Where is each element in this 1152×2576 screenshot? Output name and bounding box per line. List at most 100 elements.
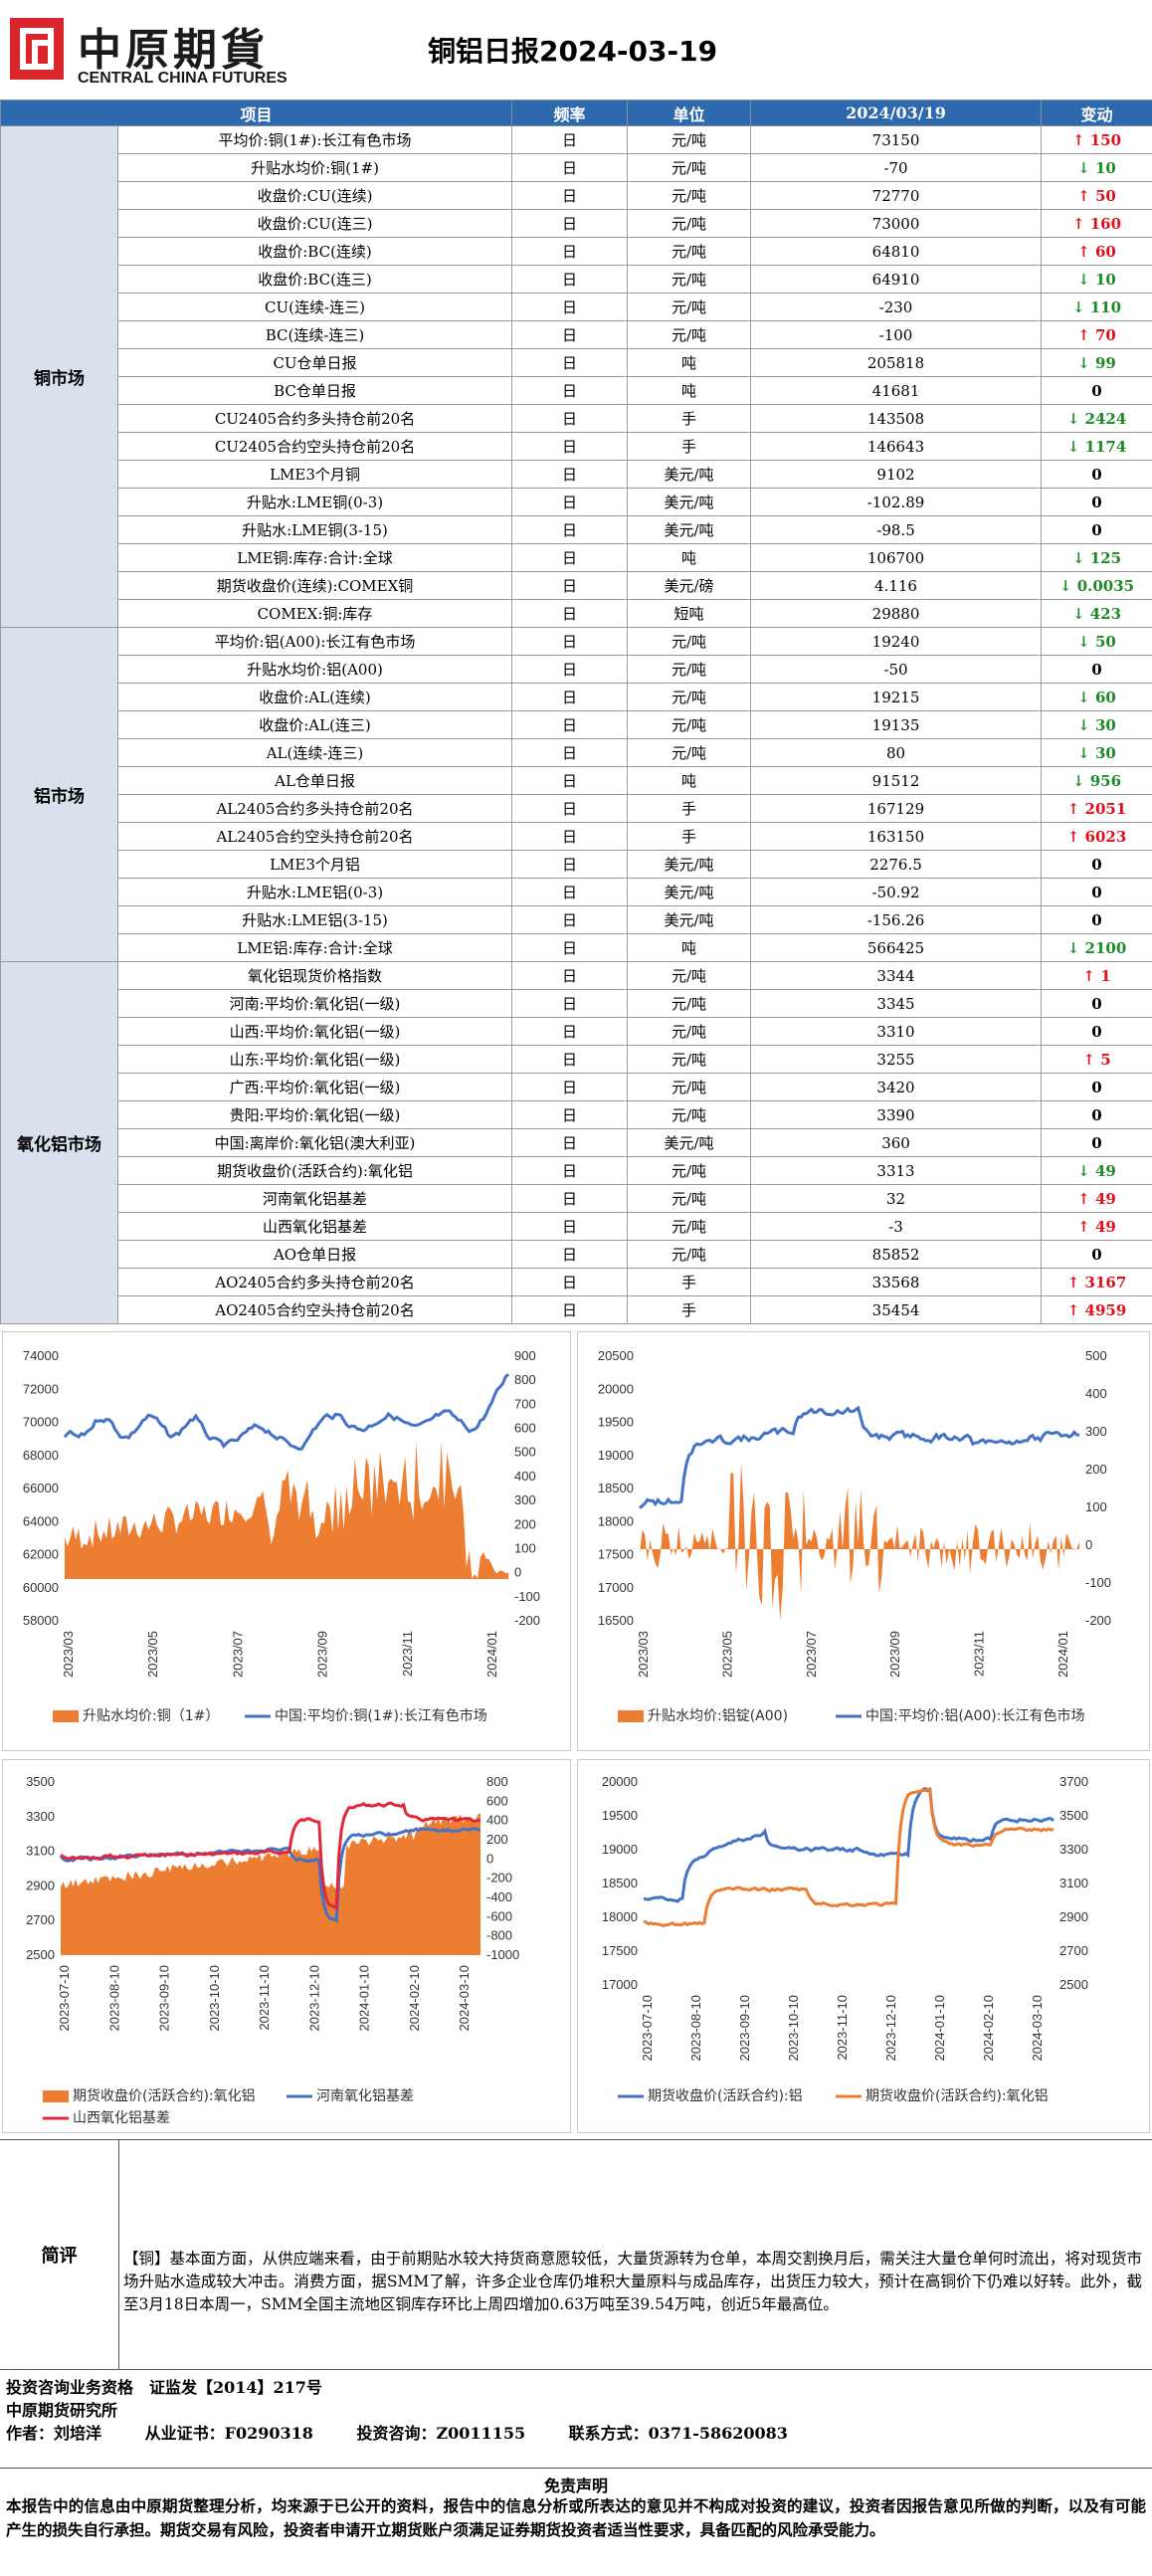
row-change: ↑ 3167 xyxy=(1041,1268,1152,1296)
row-change: ↓ 0.0035 xyxy=(1041,571,1152,600)
aluminium-price-line xyxy=(639,1405,1080,1509)
henan-basis-line xyxy=(59,1827,481,1923)
column-header-unit: 单位 xyxy=(627,99,752,126)
x-axis-tick: 2023/09 xyxy=(887,1631,902,1678)
right-axis-tick: 500 xyxy=(514,1445,536,1460)
table-row: 收盘价:BC(连续) 日元/吨 64810 ↑ 60 xyxy=(1,237,1152,266)
row-change-value: 3167 xyxy=(1084,1273,1127,1291)
arrow-down-icon: ↓ xyxy=(1058,576,1077,595)
arrow-down-icon: ↓ xyxy=(1077,688,1095,706)
row-value: 3310 xyxy=(750,1017,1043,1046)
row-item-name: 收盘价:AL(连续) xyxy=(116,683,513,711)
table-row: AL2405合约多头持仓前20名日手 167129 ↑ 2051 xyxy=(1,794,1152,823)
left-axis-tick: 19000 xyxy=(598,1448,634,1463)
row-unit: 吨 xyxy=(627,376,752,405)
right-axis-tick: 200 xyxy=(1085,1462,1107,1477)
arrow-up-icon: ↑ xyxy=(1077,325,1095,344)
row-value: 143508 xyxy=(750,404,1043,433)
row-value: 9102 xyxy=(750,460,1043,489)
legend-entry: 河南氧化铝基差 xyxy=(287,2087,414,2104)
section-label: 铜市场 xyxy=(0,125,118,628)
row-frequency: 日 xyxy=(511,627,629,656)
table-row: CU2405合约多头持仓前20名日手 143508 ↓ 2424 xyxy=(1,404,1152,433)
row-change-value: 60 xyxy=(1094,242,1116,261)
table-body: 铜市场 平均价:铜(1#):长江有色市场日元/吨 73150 ↑ 150 升贴水均价:铜… xyxy=(0,125,1152,1324)
column-header-item: 项目 xyxy=(0,99,513,126)
row-change-value: 0 xyxy=(1091,1133,1102,1152)
x-axis-tick: 2023-10-10 xyxy=(786,1995,801,2062)
row-unit: 吨 xyxy=(627,543,752,572)
row-change: ↓ 2100 xyxy=(1041,933,1152,962)
left-axis-tick: 20000 xyxy=(598,1381,634,1396)
legend-entry: 升贴水均价:铝锭(A00) xyxy=(618,1708,788,1724)
right-axis-tick: 100 xyxy=(514,1540,536,1555)
row-change: 0 xyxy=(1041,905,1152,934)
row-change: ↑ 1 xyxy=(1041,961,1152,990)
x-axis-tick: 2023/07 xyxy=(804,1631,819,1678)
contact-phone: 联系方式：0371-58620083 xyxy=(568,2424,788,2443)
table-row: BC(连续-连三) 日元/吨 -100 ↑ 70 xyxy=(1,320,1152,349)
row-value: 19240 xyxy=(750,627,1043,656)
alumina-basis-chart: 3500 3300 3100 2900 2700 2500 800 600 400 200 0 -20… xyxy=(26,1774,519,2126)
row-unit: 元/吨 xyxy=(627,1100,752,1129)
right-axis-tick: -200 xyxy=(514,1613,540,1628)
report-header: 中原期貨 CENTRAL CHINA FUTURES 铜铝日报2024-03-1… xyxy=(0,0,1152,99)
left-axis-tick: 19500 xyxy=(598,1415,634,1430)
row-item-name: 氧化铝现货价格指数 xyxy=(116,961,513,990)
arrow-down-icon: ↓ xyxy=(1066,938,1085,957)
row-frequency: 日 xyxy=(511,376,629,405)
row-change-value: 423 xyxy=(1089,604,1122,623)
arrow-down-icon: ↓ xyxy=(1071,548,1090,567)
row-item-name: 收盘价:AL(连三) xyxy=(116,710,513,739)
row-change: ↓ 50 xyxy=(1041,627,1152,656)
row-change: ↓ 423 xyxy=(1041,599,1152,628)
row-value: 64910 xyxy=(750,265,1043,294)
table-row: 升贴水均价:铝(A00) 日元/吨 -50 0 xyxy=(1,655,1152,684)
row-change-value: 0 xyxy=(1091,1022,1102,1041)
row-change-value: 0 xyxy=(1091,910,1102,929)
row-change: ↓ 125 xyxy=(1041,543,1152,572)
row-frequency: 日 xyxy=(511,153,629,182)
row-change: ↓ 110 xyxy=(1041,293,1152,321)
row-change: ↑ 160 xyxy=(1041,209,1152,238)
row-value: -156.26 xyxy=(750,905,1043,934)
row-value: 163150 xyxy=(750,822,1043,851)
basis-area-series xyxy=(65,1441,508,1579)
row-change: 0 xyxy=(1041,878,1152,906)
row-value: -230 xyxy=(750,293,1043,321)
row-change-value: 0 xyxy=(1091,660,1102,679)
row-value: 73000 xyxy=(750,209,1043,238)
row-frequency: 日 xyxy=(511,404,629,433)
row-item-name: AO2405合约空头持仓前20名 xyxy=(116,1295,513,1324)
row-item-name: LME铜:库存:合计:全球 xyxy=(116,543,513,572)
row-item-name: AL(连续-连三) xyxy=(116,738,513,767)
table-row: 升贴水:LME铜(0-3) 日美元/吨 -102.89 0 xyxy=(1,488,1152,516)
table-row: 河南:平均价:氧化铝(一级) 日元/吨 3345 0 xyxy=(1,989,1152,1018)
row-item-name: LME3个月铜 xyxy=(116,460,513,489)
row-change: 0 xyxy=(1041,1073,1152,1101)
arrow-down-icon: ↓ xyxy=(1071,771,1090,790)
row-change: ↑ 50 xyxy=(1041,181,1152,210)
table-row: 山西:平均价:氧化铝(一级) 日元/吨 3310 0 xyxy=(1,1017,1152,1046)
legend-entry: 期货收盘价(活跃合约):氧化铝 xyxy=(836,2087,1049,2104)
row-change-value: 1174 xyxy=(1084,437,1127,456)
row-change-value: 0 xyxy=(1091,465,1102,484)
row-change-value: 49 xyxy=(1094,1189,1116,1208)
row-frequency: 日 xyxy=(511,599,629,628)
row-change-value: 0 xyxy=(1091,381,1102,400)
arrow-up-icon: ↑ xyxy=(1071,214,1090,233)
legend-entry: 升贴水均价:铜（1#） xyxy=(53,1708,219,1724)
x-axis-tick: 2023-08-10 xyxy=(688,1995,703,2062)
table-row: 收盘价:AL(连续) 日元/吨 19215 ↓ 60 xyxy=(1,683,1152,711)
author: 作者：刘培洋 xyxy=(6,2424,102,2443)
row-item-name: 收盘价:BC(连续) xyxy=(116,237,513,266)
row-unit: 元/吨 xyxy=(627,710,752,739)
row-frequency: 日 xyxy=(511,125,629,154)
row-frequency: 日 xyxy=(511,265,629,294)
right-axis-tick: 2900 xyxy=(1059,1909,1088,1924)
row-item-name: 中国:离岸价:氧化铝(澳大利亚) xyxy=(116,1128,513,1157)
right-axis-tick: 3100 xyxy=(1059,1876,1088,1890)
row-change: ↑ 5 xyxy=(1041,1045,1152,1074)
left-axis-tick: 17500 xyxy=(602,1943,638,1958)
row-value: 205818 xyxy=(750,348,1043,377)
